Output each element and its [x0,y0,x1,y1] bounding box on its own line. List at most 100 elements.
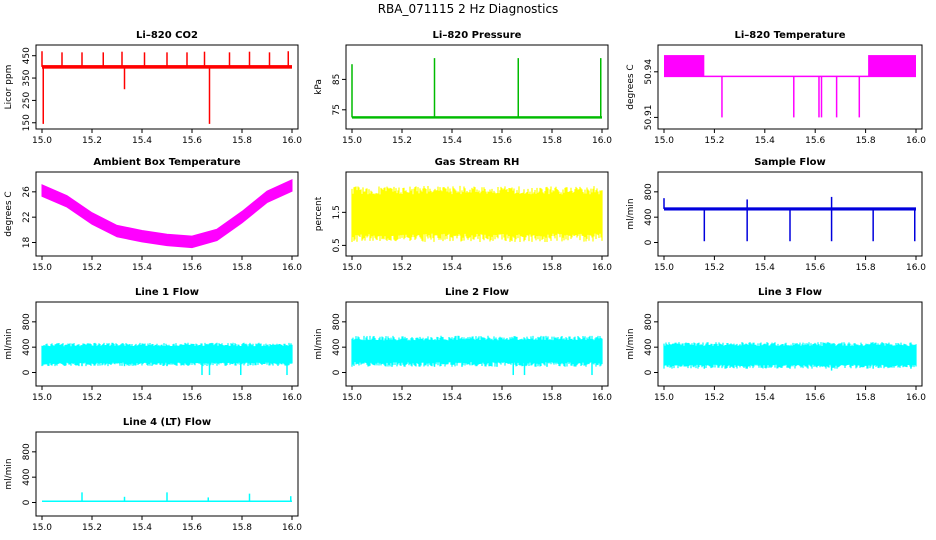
data-point [291,185,293,186]
y-tick-label: 150 [22,114,32,131]
x-tick-label: 15.4 [442,136,462,146]
value-band [664,55,705,77]
y-tick-label: 1.5 [332,205,342,219]
x-tick-label: 15.8 [232,263,252,273]
chart-title: Li–820 CO2 [136,30,198,41]
data-point [141,235,143,237]
x-tick-label: 15.4 [132,393,152,403]
chart-panel: Line 2 Flow ml/min 15.0 15.2 15.4 15.6 15.8 16.… [314,287,612,403]
y-axis-label: Licor ppm [4,65,14,110]
y-tick-label: 0 [22,369,32,375]
chart-panel: Li–820 CO2 Licor ppm 15.0 15.2 15.4 15.6 15.8 1… [4,30,302,146]
x-tick-label: 15.2 [704,393,724,403]
data-point [91,217,93,219]
y-axis-label: percent [314,196,324,231]
x-tick-label: 15.4 [132,136,152,146]
x-tick-label: 15.6 [182,523,202,533]
y-tick-label: 0 [332,369,342,375]
x-tick-label: 15.0 [342,393,362,403]
x-tick-label: 15.2 [392,136,412,146]
x-tick-label: 15.8 [542,136,562,146]
chart-title: Line 2 Flow [445,287,509,298]
x-tick-label: 15.0 [32,523,52,533]
y-tick-label: 85 [332,74,342,85]
x-tick-label: 16.0 [592,393,612,403]
x-tick-label: 15.2 [392,263,412,273]
y-axis-label: degrees C [4,191,14,236]
x-tick-label: 16.0 [282,393,302,403]
plot-frame [35,44,299,130]
plot-frame [35,301,299,387]
chart-panel: Line 1 Flow ml/min 15.0 15.2 15.4 15.6 15.8 16.… [4,287,302,403]
x-tick-label: 15.6 [805,393,825,403]
x-tick-label: 15.6 [492,136,512,146]
x-tick-label: 15.8 [232,136,252,146]
plot-frame [345,44,609,130]
x-tick-label: 15.6 [182,136,202,146]
chart-title: Li–820 Pressure [433,30,522,41]
y-tick-label: 26 [22,186,32,198]
chart-panel: Gas Stream RH percent 15.0 15.2 15.4 15.6 15.8… [314,157,612,273]
x-tick-label: 16.0 [592,136,612,146]
data-point [116,230,118,232]
y-tick-label: 800 [22,443,32,460]
y-tick-label: 0 [22,499,32,505]
x-tick-label: 15.0 [654,393,674,403]
y-axis-label: ml/min [626,328,636,359]
x-tick-label: 15.0 [32,136,52,146]
x-tick-label: 15.0 [342,136,362,146]
y-axis-label: ml/min [4,458,14,489]
chart-panel: Li–820 Temperature degrees C 15.0 15.2 15.4 1… [626,30,926,146]
x-tick-label: 15.8 [542,393,562,403]
x-tick-label: 15.6 [182,393,202,403]
x-tick-label: 16.0 [282,263,302,273]
y-tick-label: 400 [22,338,32,355]
y-tick-label: 18 [22,237,32,249]
y-axis-label: kPa [314,79,324,95]
y-tick-label: 0 [644,369,654,375]
plot-frame [657,171,923,257]
data-point [191,241,193,243]
y-tick-label: 400 [22,468,32,485]
x-tick-label: 15.4 [132,523,152,533]
y-axis-label: ml/min [314,328,324,359]
plot-frame [35,171,299,257]
x-tick-label: 15.4 [755,263,775,273]
x-tick-label: 15.4 [132,263,152,273]
y-tick-label: 800 [332,313,342,330]
x-tick-label: 15.0 [654,136,674,146]
y-tick-label: 400 [644,208,654,225]
x-tick-label: 15.6 [805,136,825,146]
x-tick-label: 16.0 [906,393,926,403]
x-tick-label: 15.4 [755,393,775,403]
plot-frame [657,301,923,387]
data-point [241,216,243,218]
x-tick-label: 15.4 [442,263,462,273]
y-tick-label: 400 [332,338,342,355]
y-axis-label: ml/min [626,198,636,229]
y-tick-label: 450 [22,47,32,64]
x-tick-label: 15.2 [82,136,102,146]
x-tick-label: 16.0 [906,136,926,146]
data-point [41,190,43,192]
chart-title: Line 4 (LT) Flow [123,417,211,428]
x-tick-label: 15.2 [704,136,724,146]
y-axis-label: ml/min [4,328,14,359]
chart-panel: Line 3 Flow ml/min 15.0 15.2 15.4 15.6 15.8 16.… [626,287,926,403]
chart-title: Sample Flow [754,157,826,168]
x-tick-label: 15.8 [856,263,876,273]
y-tick-label: 50.91 [644,105,654,131]
plot-frame [657,44,923,130]
data-point [216,234,218,236]
x-tick-label: 15.8 [542,263,562,273]
x-tick-label: 16.0 [282,523,302,533]
x-tick-label: 15.0 [32,393,52,403]
y-tick-label: 350 [22,69,32,86]
y-tick-label: 0.5 [332,238,342,252]
y-tick-label: 250 [22,92,32,109]
data-point [66,200,68,202]
chart-panel: Line 4 (LT) Flow ml/min 15.0 15.2 15.4 15.6 15… [4,417,302,533]
x-tick-label: 15.2 [82,393,102,403]
x-tick-label: 15.6 [805,263,825,273]
